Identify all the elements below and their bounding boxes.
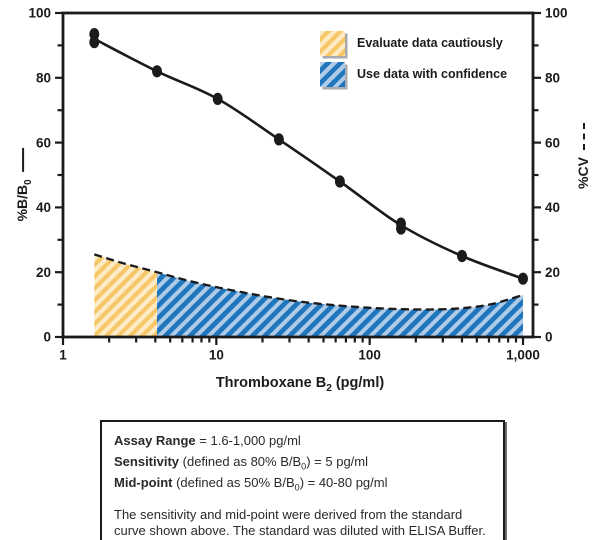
x-title-sub: 2 [326, 382, 332, 394]
cv-regions [94, 254, 523, 337]
y-right-tick-label: 100 [545, 6, 568, 21]
assay-info-box: Assay Range = 1.6-1,000 pg/ml Sensitivit… [100, 420, 505, 540]
x-axis-title: Thromboxane B2 (pg/ml) [2, 375, 598, 394]
x-tick-label: 100 [358, 348, 381, 363]
y-right-label-text: %CV [575, 157, 591, 189]
x-tick-label: 1 [59, 348, 67, 363]
sensitivity-term: Sensitivity [114, 454, 180, 470]
y-left-label-text: %B/B [14, 184, 31, 222]
y-right-tick-label: 80 [545, 71, 560, 86]
y-left-tick-label: 20 [36, 265, 51, 280]
sensitivity-value: ) = 5 pg/ml [306, 454, 369, 470]
assay-range-line: Assay Range = 1.6-1,000 pg/ml [114, 433, 491, 454]
region-evaluate-data-cautiously [94, 254, 157, 337]
y-left-label-sub: 0 [22, 179, 34, 185]
y-axis-right-title: %CV [575, 101, 591, 211]
midpoint-line: Mid-point (defined as 50% B/B0) = 40-80 … [114, 475, 388, 493]
midpoint-term: Mid-point [114, 475, 173, 491]
y-left-tick-label: 0 [43, 330, 51, 345]
x-tick-label: 10 [209, 348, 224, 363]
region-use-data-with-confidence [157, 272, 523, 337]
data-point [89, 36, 100, 49]
legend-swatch-evaluate-cautiously [320, 31, 345, 56]
y-left-tick-label: 40 [36, 200, 51, 215]
midpoint-def: (defined as 50% B/B [172, 475, 295, 491]
y-left-tick-label: 60 [36, 135, 51, 150]
dashed-line-key-icon [583, 123, 586, 151]
cv-curve [93, 253, 524, 311]
y-right-tick-label: 20 [545, 265, 560, 280]
midpoint-value: ) = 40-80 pg/ml [299, 475, 388, 491]
y-left-tick-label: 80 [36, 71, 51, 86]
data-point [334, 175, 345, 188]
info-paragraph: The sensitivity and mid-point were deriv… [114, 507, 486, 538]
axis-ticks [55, 11, 541, 345]
x-title-text: Thromboxane B [215, 375, 327, 391]
standard-curve-chart: 0 0 20 20 40 40 60 60 80 80 100 100 1 10 100 1,000 [28, 6, 567, 363]
legend-label-use-confidence: Use data with confidence [357, 67, 508, 81]
assay-range-value: = 1.6-1,000 pg/ml [195, 433, 301, 448]
x-title-unit: (pg/ml) [331, 375, 385, 391]
data-point [457, 249, 467, 263]
y-right-tick-label: 60 [545, 135, 560, 150]
data-point [273, 133, 284, 146]
data-point [396, 222, 406, 235]
data-point [212, 92, 223, 105]
assay-range-term: Assay Range [114, 433, 196, 448]
data-point [518, 272, 528, 285]
sensitivity-def: (defined as 80% B/B [179, 454, 302, 470]
y-left-tick-label: 100 [28, 6, 51, 21]
sensitivity-line: Sensitivity (defined as 80% B/B0) = 5 pg… [114, 454, 369, 472]
solid-line-key-icon [22, 148, 25, 173]
y-axis-left-title: %B/B0 [14, 125, 34, 245]
y-right-tick-label: 40 [545, 200, 560, 215]
standard-curve-points [89, 27, 528, 285]
data-point [152, 65, 162, 78]
x-tick-label: 1,000 [506, 348, 540, 363]
legend-swatch-use-confidence [320, 62, 345, 87]
standard-curve [93, 37, 524, 280]
legend-label-evaluate-cautiously: Evaluate data cautiously [357, 36, 503, 50]
axis-tick-labels: 0 0 20 20 40 40 60 60 80 80 100 100 1 10 100 1,000 [28, 6, 567, 363]
y-right-tick-label: 0 [545, 330, 553, 345]
